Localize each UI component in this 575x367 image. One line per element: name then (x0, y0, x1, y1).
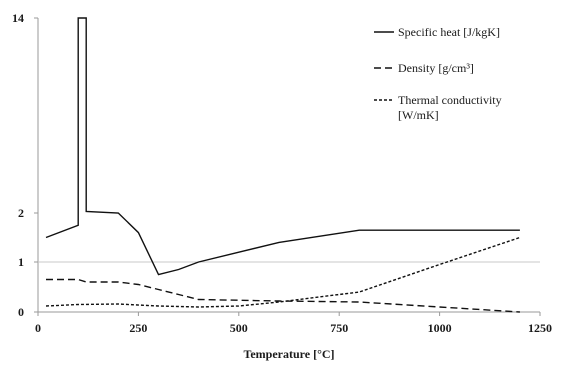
legend-label-1: Specific heat [J/kgK] (398, 25, 500, 39)
legend-label-2: Density [g/cm³] (398, 61, 474, 75)
axis-ticks: 0 250 500 750 1000 1250 0 1 2 14 (12, 11, 552, 335)
y-tick-label: 14 (12, 11, 24, 25)
x-tick-label: 1000 (428, 321, 452, 335)
x-axis-title: Temperature [°C] (243, 347, 334, 361)
y-tick-label: 0 (18, 305, 24, 319)
y-tick-label: 1 (18, 255, 24, 269)
legend: Specific heat [J/kgK] Density [g/cm³] Ther… (374, 25, 502, 122)
series-line-2 (46, 278, 520, 313)
x-tick-label: 750 (330, 321, 348, 335)
x-tick-label: 250 (129, 321, 147, 335)
plot-frame (37, 18, 540, 313)
x-tick-label: 0 (35, 321, 41, 335)
series-line-1 (45, 17, 520, 276)
y-tick-label: 2 (18, 206, 24, 220)
series-lines (45, 17, 521, 313)
x-tick-label: 1250 (528, 321, 552, 335)
series-line-3 (45, 236, 521, 308)
x-tick-label: 500 (230, 321, 248, 335)
legend-label-3: Thermal conductivity [W/mK] (398, 93, 502, 122)
